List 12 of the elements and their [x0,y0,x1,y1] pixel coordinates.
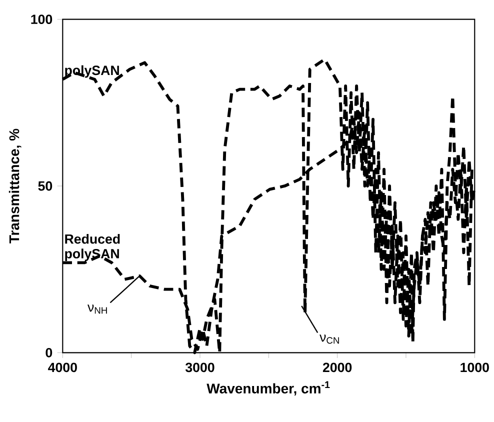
series-label: Reduced polySAN [65,234,120,262]
x-tick-label: 4000 [48,362,77,372]
y-axis-title: Transmittance, % [8,128,22,244]
y-tick-label: 100 [31,14,52,24]
x-tick-label: 1000 [460,362,489,372]
annotation: ν$_{NH}$ [87,304,107,314]
x-tick-label: 2000 [322,362,352,372]
annotation: ν$_{CN}$ [320,334,339,344]
x-axis-title: Wavenumber, cm$^{-1}$ [206,381,330,396]
x-tick-label: 3000 [185,362,214,372]
y-tick-label: 0 [46,348,52,358]
y-tick-label: 50 [38,181,52,191]
